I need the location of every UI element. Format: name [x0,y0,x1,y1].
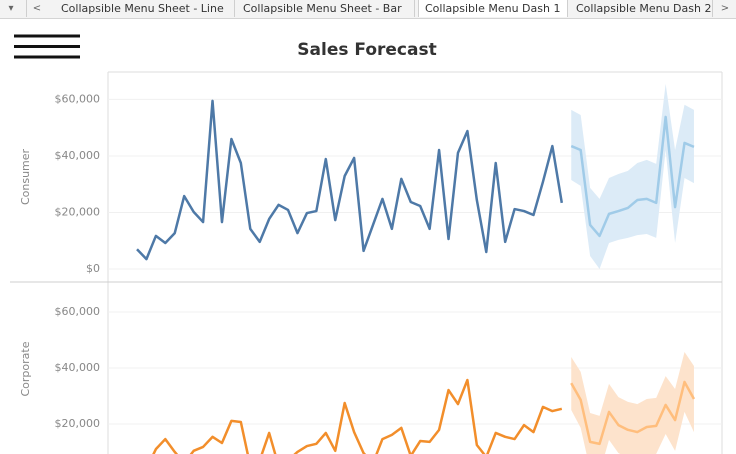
y-tick-label: $40,000 [55,361,101,374]
actual-line [152,378,563,454]
prev-tab[interactable]: < [26,0,47,17]
forecast-band [571,352,694,454]
tab-bar: ▾ < Collapsible Menu Sheet - Line Collaps… [0,0,736,19]
y-tick-label: $60,000 [55,92,101,105]
sheet-tab[interactable]: Collapsible Menu Dash 1 [418,0,568,17]
actual-line [136,99,564,261]
y-tick-label: $40,000 [55,149,101,162]
chart-pane: Corporate $20,000 $40,000 $60,000 [19,305,722,454]
next-tab[interactable]: > [712,0,736,17]
hamburger-menu[interactable] [14,34,80,59]
menu-dropdown[interactable]: ▾ [8,3,14,14]
chart-pane: Consumer $0 $20,000 $40,000 $60,000 [19,83,722,275]
sheet-tab[interactable]: Collapsible Menu Sheet - Line [55,0,235,17]
y-tick-label: $20,000 [55,417,101,430]
y-axis-title: Consumer [19,148,32,205]
forecast-line [570,115,695,238]
y-tick-label: $20,000 [55,205,101,218]
y-tick-label: $60,000 [55,305,101,318]
sheet-tab[interactable]: Collapsible Menu Sheet - Bar [237,0,415,17]
y-tick-label: $0 [86,262,100,275]
forecast-line [570,380,696,446]
chart-title: Sales Forecast [297,40,436,60]
y-axis-title: Corporate [19,341,32,396]
